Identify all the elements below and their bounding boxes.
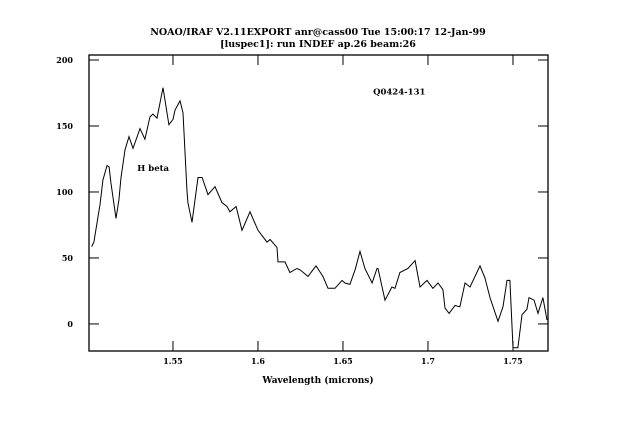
y-tick-label: 50 xyxy=(62,253,74,263)
x-tick-label: 1.75 xyxy=(503,356,522,366)
y-tick-label: 200 xyxy=(56,55,73,65)
x-tick-label: 1.7 xyxy=(421,356,435,366)
x-tick-label: 1.55 xyxy=(163,356,182,366)
annotation-label: Q0424-131 xyxy=(373,87,425,97)
y-tick-label: 100 xyxy=(56,187,73,197)
x-axis-label: Wavelength (microns) xyxy=(261,375,373,386)
y-tick-label: 150 xyxy=(56,121,73,131)
chart-subtitle: [luspec1]: run INDEF ap.26 beam:26 xyxy=(220,39,416,50)
series-line-spectrum xyxy=(91,87,548,349)
x-tick-label: 1.6 xyxy=(251,356,265,366)
y-tick-label: 0 xyxy=(67,319,73,329)
plot-frame xyxy=(88,54,549,352)
x-tick-label: 1.65 xyxy=(333,356,352,366)
annotation-label: H beta xyxy=(137,164,169,174)
chart-title: NOAO/IRAF V2.11EXPORT anr@cass00 Tue 15:… xyxy=(150,27,486,38)
